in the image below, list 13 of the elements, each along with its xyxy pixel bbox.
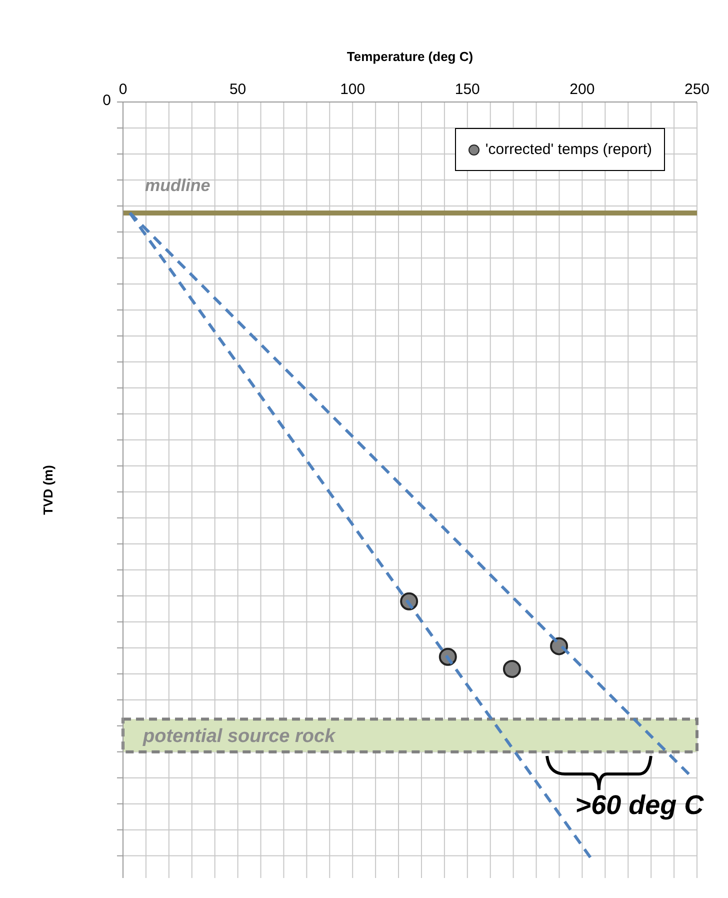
y-axis-title: TVD (m) [40,465,56,515]
x-axis-title: Temperature (deg C) [346,49,474,64]
ref-line-label: mudline [145,176,210,195]
x-tick-label: 50 [229,81,246,98]
text: 0 [102,92,111,109]
x-tick-label: 250 [684,81,710,98]
x-tick-label: 150 [454,81,480,98]
x-tick-label: 100 [340,81,366,98]
band-label: potential source rock [142,726,337,748]
x-tick-label: 200 [570,81,595,98]
annotation: >60 deg C [575,790,704,821]
legend-label: 'corrected' temps (report) [485,141,652,158]
x-tick-label: 0 [118,81,128,98]
